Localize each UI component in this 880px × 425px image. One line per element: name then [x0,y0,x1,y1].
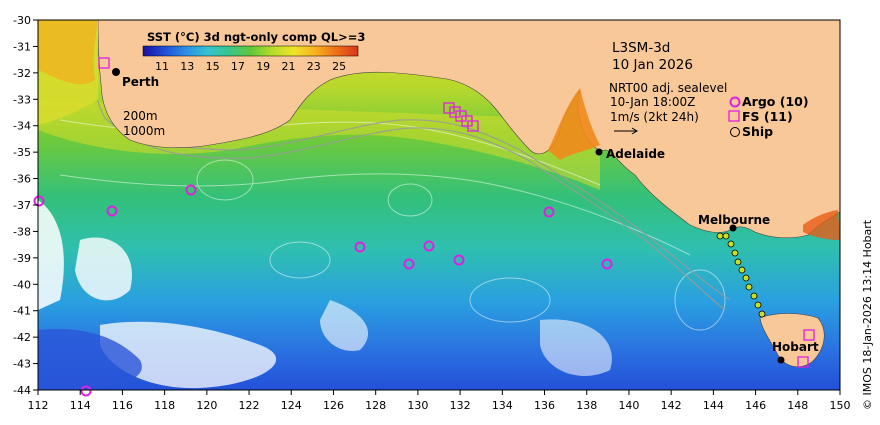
x-tick-label: 126 [323,399,344,412]
product-name: L3SM-3d [612,40,670,56]
ship-legend-label: Ship [742,124,773,139]
contour-label-200: 200m [123,109,158,123]
y-tick-label: -39 [13,252,31,265]
x-tick-label: 130 [407,399,428,412]
argo-legend-icon [729,96,741,108]
y-tick-label: -44 [13,384,31,397]
ship-legend-icon [730,127,740,137]
x-tick-label: 118 [154,399,175,412]
x-tick-label: 116 [112,399,133,412]
y-tick-label: -36 [13,173,31,186]
y-tick-label: -38 [13,225,31,238]
legend: Argo (10) FS (11) Ship [728,94,809,139]
colorbar-tick-label: 25 [332,60,346,73]
gulf-warm-water [38,20,840,240]
y-tick-label: -37 [13,199,31,212]
x-tick-label: 146 [745,399,766,412]
vector-scale-label: 1m/s (2kt 24h) [610,110,699,124]
x-tick-label: 148 [787,399,808,412]
x-tick-label: 132 [450,399,471,412]
place-melbourne: Melbourne [698,213,770,227]
x-tick-label: 128 [365,399,386,412]
x-tick-label: 150 [830,399,851,412]
time-label: 10-Jan 18:00Z [610,95,695,109]
fs-markers [98,57,815,368]
x-tick-label: 114 [70,399,91,412]
x-tick-label: 120 [196,399,217,412]
x-tick-label: 142 [661,399,682,412]
fs-legend-label: FS (11) [742,109,793,124]
colorbar-tick-label: 15 [206,60,220,73]
x-tick-label: 122 [239,399,260,412]
credit-text: © IMOS 18-Jan-2026 13:14 Hobart [861,219,874,410]
y-tick-label: -30 [13,14,31,27]
y-tick-label: -40 [13,278,31,291]
contour-label-1000: 1000m [123,124,165,138]
vector-scale-arrow [614,127,638,135]
place-adelaide: Adelaide [606,147,665,161]
colorbar-tick-label: 17 [231,60,245,73]
x-tick-label: 112 [28,399,49,412]
colorbar-title: SST (°C) 3d ngt-only comp QL>=3 [147,30,365,44]
x-axis: 112 114 116 118 120 122 124 126 128 130 132 134 136 1… [28,390,851,412]
x-tick-label: 144 [703,399,724,412]
y-tick-label: -43 [13,358,31,371]
y-tick-label: -42 [13,331,31,344]
y-axis: -30 -31 -32 -33 -34 -35 -36 -37 -38 -39 -40 -41 -42 -… [13,14,38,397]
city-dots [112,68,785,364]
y-tick-label: -33 [13,93,31,106]
y-tick-label: -35 [13,146,31,159]
ship-track [716,232,766,318]
x-tick-label: 140 [618,399,639,412]
colorbar-ticks: 11 13 15 17 19 21 23 25 [155,60,346,73]
colorbar-tick-label: 11 [155,60,169,73]
map-date: 10 Jan 2026 [612,57,693,73]
fs-legend-icon [728,110,740,122]
colorbar-tick-label: 13 [180,60,194,73]
place-hobart: Hobart [772,340,819,354]
colorbar: SST (°C) 3d ngt-only comp QL>=3 11 13 15 17… [142,30,365,73]
x-tick-label: 136 [534,399,555,412]
colorbar-tick-label: 19 [256,60,270,73]
y-tick-label: -32 [13,67,31,80]
y-tick-label: -41 [13,305,31,318]
argo-markers [33,184,613,397]
sealevel-label: NRT00 adj. sealevel [609,81,727,95]
x-tick-label: 134 [492,399,513,412]
x-tick-label: 124 [281,399,302,412]
colorbar-tick-label: 23 [307,60,321,73]
y-tick-label: -31 [13,40,31,53]
argo-legend-label: Argo (10) [742,94,809,109]
place-perth: Perth [122,75,159,89]
y-tick-label: -34 [13,120,31,133]
x-tick-label: 138 [576,399,597,412]
colorbar-tick-label: 21 [282,60,296,73]
